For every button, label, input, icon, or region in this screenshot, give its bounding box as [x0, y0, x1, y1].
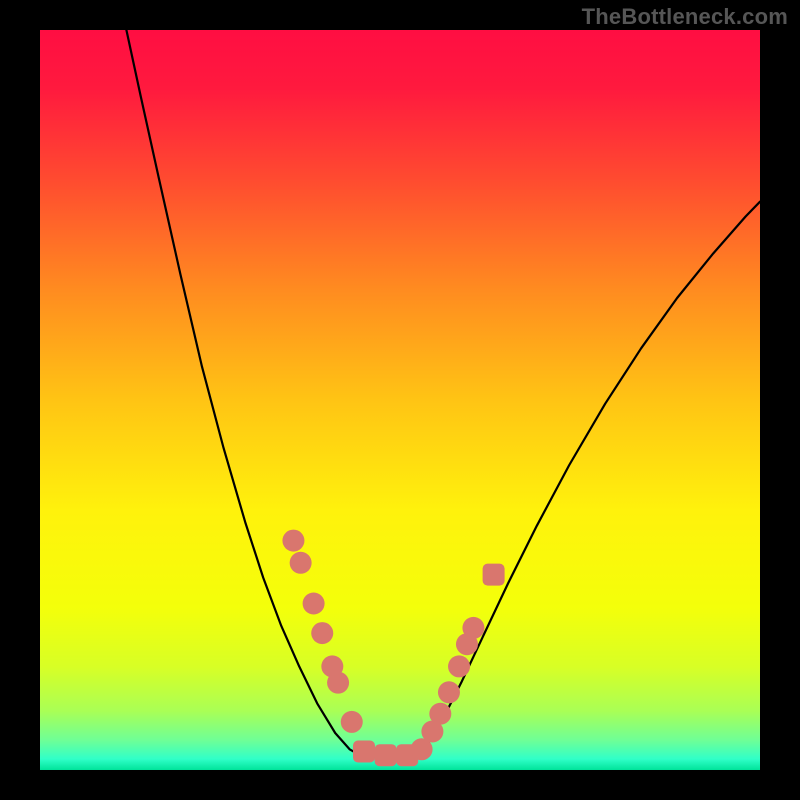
marker [448, 655, 470, 677]
marker [429, 703, 451, 725]
marker [462, 617, 484, 639]
marker [290, 552, 312, 574]
chart-container: TheBottleneck.com [0, 0, 800, 800]
marker [375, 744, 397, 766]
plot-background [40, 30, 760, 770]
watermark-text: TheBottleneck.com [582, 4, 788, 30]
marker [483, 564, 505, 586]
marker [311, 622, 333, 644]
marker [438, 681, 460, 703]
marker [327, 672, 349, 694]
marker [341, 711, 363, 733]
bottleneck-chart [0, 0, 800, 800]
marker [282, 530, 304, 552]
marker [303, 593, 325, 615]
marker [353, 741, 375, 763]
